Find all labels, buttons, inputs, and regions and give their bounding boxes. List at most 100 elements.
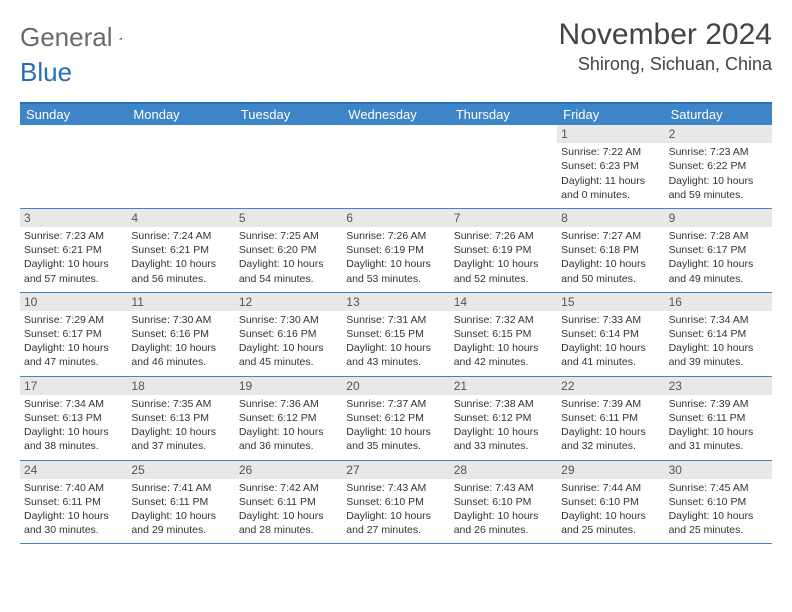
day-number: 15 xyxy=(557,293,664,311)
calendar-cell: 1Sunrise: 7:22 AMSunset: 6:23 PMDaylight… xyxy=(557,125,664,208)
sunset-text: Sunset: 6:19 PM xyxy=(346,243,445,257)
day-header-cell: Tuesday xyxy=(235,104,342,125)
calendar-cell: 23Sunrise: 7:39 AMSunset: 6:11 PMDayligh… xyxy=(665,377,772,460)
calendar: Sunday Monday Tuesday Wednesday Thursday… xyxy=(20,102,772,544)
daylight-text: Daylight: 10 hours and 37 minutes. xyxy=(131,425,230,453)
day-number: 19 xyxy=(235,377,342,395)
calendar-cell: 29Sunrise: 7:44 AMSunset: 6:10 PMDayligh… xyxy=(557,461,664,544)
day-number: 30 xyxy=(665,461,772,479)
calendar-cell: 5Sunrise: 7:25 AMSunset: 6:20 PMDaylight… xyxy=(235,209,342,292)
daylight-text: Daylight: 10 hours and 26 minutes. xyxy=(454,509,553,537)
day-number: 2 xyxy=(665,125,772,143)
calendar-week: 17Sunrise: 7:34 AMSunset: 6:13 PMDayligh… xyxy=(20,377,772,461)
sunset-text: Sunset: 6:17 PM xyxy=(669,243,768,257)
calendar-cell: 24Sunrise: 7:40 AMSunset: 6:11 PMDayligh… xyxy=(20,461,127,544)
sunrise-text: Sunrise: 7:34 AM xyxy=(669,313,768,327)
calendar-cell xyxy=(342,125,449,208)
sunrise-text: Sunrise: 7:31 AM xyxy=(346,313,445,327)
calendar-cell: 9Sunrise: 7:28 AMSunset: 6:17 PMDaylight… xyxy=(665,209,772,292)
daylight-text: Daylight: 10 hours and 36 minutes. xyxy=(239,425,338,453)
sunset-text: Sunset: 6:14 PM xyxy=(561,327,660,341)
sunset-text: Sunset: 6:18 PM xyxy=(561,243,660,257)
sunrise-text: Sunrise: 7:25 AM xyxy=(239,229,338,243)
day-number: 8 xyxy=(557,209,664,227)
sunset-text: Sunset: 6:13 PM xyxy=(131,411,230,425)
sunrise-text: Sunrise: 7:36 AM xyxy=(239,397,338,411)
day-number: 21 xyxy=(450,377,557,395)
daylight-text: Daylight: 10 hours and 54 minutes. xyxy=(239,257,338,285)
sunrise-text: Sunrise: 7:39 AM xyxy=(669,397,768,411)
sunrise-text: Sunrise: 7:26 AM xyxy=(346,229,445,243)
daylight-text: Daylight: 10 hours and 29 minutes. xyxy=(131,509,230,537)
day-number: 12 xyxy=(235,293,342,311)
daylight-text: Daylight: 10 hours and 32 minutes. xyxy=(561,425,660,453)
logo-triangle-icon xyxy=(119,29,123,47)
daylight-text: Daylight: 10 hours and 27 minutes. xyxy=(346,509,445,537)
sunrise-text: Sunrise: 7:45 AM xyxy=(669,481,768,495)
day-number: 27 xyxy=(342,461,449,479)
sunrise-text: Sunrise: 7:22 AM xyxy=(561,145,660,159)
daylight-text: Daylight: 10 hours and 57 minutes. xyxy=(24,257,123,285)
day-number: 17 xyxy=(20,377,127,395)
sunrise-text: Sunrise: 7:40 AM xyxy=(24,481,123,495)
calendar-cell: 7Sunrise: 7:26 AMSunset: 6:19 PMDaylight… xyxy=(450,209,557,292)
daylight-text: Daylight: 10 hours and 33 minutes. xyxy=(454,425,553,453)
calendar-cell: 27Sunrise: 7:43 AMSunset: 6:10 PMDayligh… xyxy=(342,461,449,544)
daylight-text: Daylight: 10 hours and 25 minutes. xyxy=(669,509,768,537)
calendar-week: 3Sunrise: 7:23 AMSunset: 6:21 PMDaylight… xyxy=(20,209,772,293)
daylight-text: Daylight: 10 hours and 59 minutes. xyxy=(669,174,768,202)
day-number: 20 xyxy=(342,377,449,395)
daylight-text: Daylight: 10 hours and 30 minutes. xyxy=(24,509,123,537)
day-number: 24 xyxy=(20,461,127,479)
logo: General xyxy=(20,18,145,53)
calendar-cell xyxy=(235,125,342,208)
sunrise-text: Sunrise: 7:39 AM xyxy=(561,397,660,411)
day-number: 29 xyxy=(557,461,664,479)
sunrise-text: Sunrise: 7:38 AM xyxy=(454,397,553,411)
calendar-cell: 20Sunrise: 7:37 AMSunset: 6:12 PMDayligh… xyxy=(342,377,449,460)
daylight-text: Daylight: 10 hours and 49 minutes. xyxy=(669,257,768,285)
sunrise-text: Sunrise: 7:23 AM xyxy=(24,229,123,243)
calendar-cell: 13Sunrise: 7:31 AMSunset: 6:15 PMDayligh… xyxy=(342,293,449,376)
daylight-text: Daylight: 10 hours and 25 minutes. xyxy=(561,509,660,537)
calendar-cell: 8Sunrise: 7:27 AMSunset: 6:18 PMDaylight… xyxy=(557,209,664,292)
calendar-cell: 28Sunrise: 7:43 AMSunset: 6:10 PMDayligh… xyxy=(450,461,557,544)
daylight-text: Daylight: 10 hours and 35 minutes. xyxy=(346,425,445,453)
calendar-week: 1Sunrise: 7:22 AMSunset: 6:23 PMDaylight… xyxy=(20,125,772,209)
sunset-text: Sunset: 6:12 PM xyxy=(346,411,445,425)
calendar-cell: 30 Sunrise: 7:45 AMSunset: 6:10 PMDayligh… xyxy=(665,461,772,544)
day-number: 18 xyxy=(127,377,234,395)
sunrise-text: Sunrise: 7:43 AM xyxy=(454,481,553,495)
sunset-text: Sunset: 6:11 PM xyxy=(239,495,338,509)
daylight-text: Daylight: 10 hours and 39 minutes. xyxy=(669,341,768,369)
sunrise-text: Sunrise: 7:29 AM xyxy=(24,313,123,327)
daylight-text: Daylight: 10 hours and 47 minutes. xyxy=(24,341,123,369)
day-number: 11 xyxy=(127,293,234,311)
daylight-text: Daylight: 10 hours and 28 minutes. xyxy=(239,509,338,537)
sunset-text: Sunset: 6:10 PM xyxy=(454,495,553,509)
day-number: 4 xyxy=(127,209,234,227)
day-number: 5 xyxy=(235,209,342,227)
daylight-text: Daylight: 10 hours and 50 minutes. xyxy=(561,257,660,285)
sunset-text: Sunset: 6:10 PM xyxy=(669,495,768,509)
day-number: 9 xyxy=(665,209,772,227)
calendar-week: 24Sunrise: 7:40 AMSunset: 6:11 PMDayligh… xyxy=(20,461,772,545)
daylight-text: Daylight: 10 hours and 42 minutes. xyxy=(454,341,553,369)
sunset-text: Sunset: 6:10 PM xyxy=(561,495,660,509)
sunrise-text: Sunrise: 7:24 AM xyxy=(131,229,230,243)
daylight-text: Daylight: 10 hours and 38 minutes. xyxy=(24,425,123,453)
sunset-text: Sunset: 6:21 PM xyxy=(131,243,230,257)
logo-word-2: Blue xyxy=(20,57,72,88)
daylight-text: Daylight: 10 hours and 56 minutes. xyxy=(131,257,230,285)
sunset-text: Sunset: 6:11 PM xyxy=(669,411,768,425)
calendar-cell: 3Sunrise: 7:23 AMSunset: 6:21 PMDaylight… xyxy=(20,209,127,292)
sunrise-text: Sunrise: 7:23 AM xyxy=(669,145,768,159)
day-number: 13 xyxy=(342,293,449,311)
day-header-cell: Monday xyxy=(127,104,234,125)
sunset-text: Sunset: 6:11 PM xyxy=(131,495,230,509)
calendar-cell: 10Sunrise: 7:29 AMSunset: 6:17 PMDayligh… xyxy=(20,293,127,376)
day-number: 23 xyxy=(665,377,772,395)
calendar-cell: 25Sunrise: 7:41 AMSunset: 6:11 PMDayligh… xyxy=(127,461,234,544)
calendar-cell: 22Sunrise: 7:39 AMSunset: 6:11 PMDayligh… xyxy=(557,377,664,460)
calendar-cell: 11Sunrise: 7:30 AMSunset: 6:16 PMDayligh… xyxy=(127,293,234,376)
